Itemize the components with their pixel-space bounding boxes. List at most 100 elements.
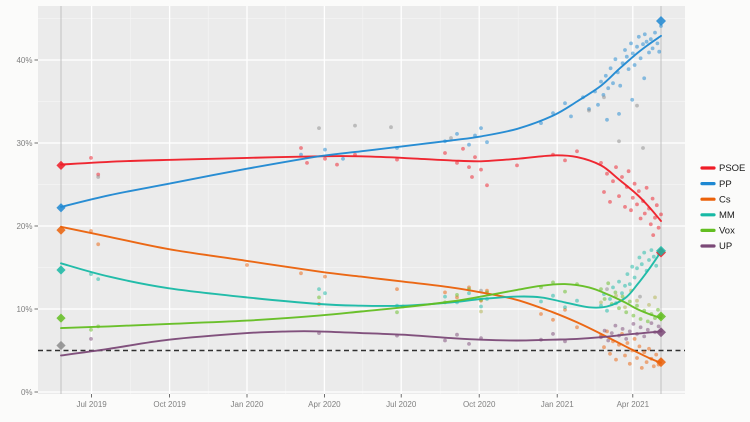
poll-point	[654, 263, 659, 268]
poll-point	[630, 97, 635, 102]
poll-point	[620, 294, 625, 299]
poll-point	[551, 332, 555, 336]
poll-point	[596, 102, 600, 107]
poll-point	[608, 66, 613, 71]
poll-point	[650, 196, 655, 201]
poll-point	[638, 216, 643, 221]
poll-point	[89, 156, 93, 160]
poll-point	[461, 146, 465, 151]
poll-point	[96, 175, 101, 179]
poll-point	[455, 161, 459, 165]
poll-point	[602, 328, 607, 333]
poll-point	[608, 297, 612, 301]
poll-point	[563, 101, 567, 106]
poll-point	[473, 155, 477, 160]
poll-point	[455, 132, 459, 136]
poll-point	[479, 167, 483, 172]
poll-point	[603, 73, 608, 78]
poll-point	[635, 303, 639, 308]
poll-point	[341, 156, 345, 161]
poll-point	[630, 264, 635, 269]
poll-point	[299, 271, 303, 276]
poll-point	[655, 41, 660, 46]
legend-label-Vox: Vox	[719, 226, 735, 237]
poll-point	[608, 200, 612, 204]
poll-point	[575, 298, 579, 303]
poll-point	[299, 152, 303, 157]
poll-point	[479, 309, 483, 314]
trend-line-MM	[60, 250, 662, 309]
legend-item-PP: PP	[700, 179, 732, 190]
poll-point	[551, 317, 555, 322]
legend-item-MM: MM	[700, 210, 735, 221]
poll-point	[613, 57, 618, 62]
result-diamond-PSOE-2019	[56, 160, 66, 171]
poll-point	[649, 321, 654, 325]
poll-point	[637, 344, 642, 349]
poll-point	[608, 351, 612, 356]
poll-point	[606, 86, 611, 91]
poll-point	[551, 293, 555, 298]
poll-point	[605, 117, 609, 122]
poll-point	[614, 165, 618, 170]
result-diamond-UP-2021	[656, 327, 666, 338]
poll-point	[575, 149, 579, 154]
poll-point	[245, 263, 249, 267]
poll-point	[389, 125, 393, 130]
poll-point	[656, 307, 660, 312]
poll-point	[647, 346, 651, 351]
trend-line-Vox	[60, 283, 662, 330]
poll-point	[455, 293, 459, 297]
poll-point	[96, 277, 101, 281]
poll-point	[299, 146, 303, 150]
legend-item-UP: UP	[700, 241, 732, 252]
poll-point	[639, 366, 644, 370]
poll-point	[611, 285, 615, 290]
poll-point	[642, 250, 647, 255]
poll-point	[620, 175, 624, 179]
poll-point	[638, 294, 642, 299]
poll-point	[653, 30, 657, 35]
poll-point	[632, 63, 637, 67]
trend-line-PP	[60, 34, 662, 208]
poll-point	[563, 289, 567, 294]
poll-point	[631, 322, 636, 326]
poll-point	[617, 112, 621, 116]
poll-point	[617, 194, 621, 199]
poll-point	[515, 163, 519, 168]
poll-point	[651, 364, 656, 369]
poll-point	[626, 67, 631, 71]
poll-point	[627, 329, 632, 334]
result-diamond-PP-2019	[56, 203, 66, 213]
legend-label-PP: PP	[719, 179, 732, 190]
poll-point	[642, 76, 647, 81]
poll-point	[647, 258, 651, 262]
legend: PSOE PP Cs MM Vox UP	[700, 163, 745, 252]
poll-point	[623, 283, 627, 288]
result-diamond-Vox-2021	[656, 311, 666, 322]
poll-point	[645, 319, 650, 324]
poll-point	[317, 295, 321, 300]
poll-point	[539, 312, 543, 316]
x-axis-label: Jul 2019	[76, 400, 107, 409]
poll-point	[630, 195, 635, 200]
legend-item-Vox: Vox	[700, 226, 735, 237]
poll-point	[635, 298, 639, 303]
poll-point	[650, 46, 655, 51]
poll-point	[606, 338, 611, 343]
poll-point	[629, 41, 633, 46]
poll-point	[654, 203, 659, 208]
poll-points-UP	[89, 321, 663, 346]
poll-point	[623, 205, 627, 209]
result-diamond-Vox-2019	[56, 313, 66, 323]
y-axis-label: 0%	[21, 388, 33, 397]
poll-point	[659, 212, 663, 217]
poll-point	[602, 345, 606, 350]
trend-line-Cs	[60, 225, 662, 364]
poll-point	[636, 34, 641, 39]
poll-point	[624, 337, 629, 341]
x-axis-label: Oct 2019	[153, 400, 186, 409]
result-diamond-Other-2019	[56, 340, 66, 351]
poll-point	[659, 24, 663, 28]
poll-point	[638, 56, 643, 61]
